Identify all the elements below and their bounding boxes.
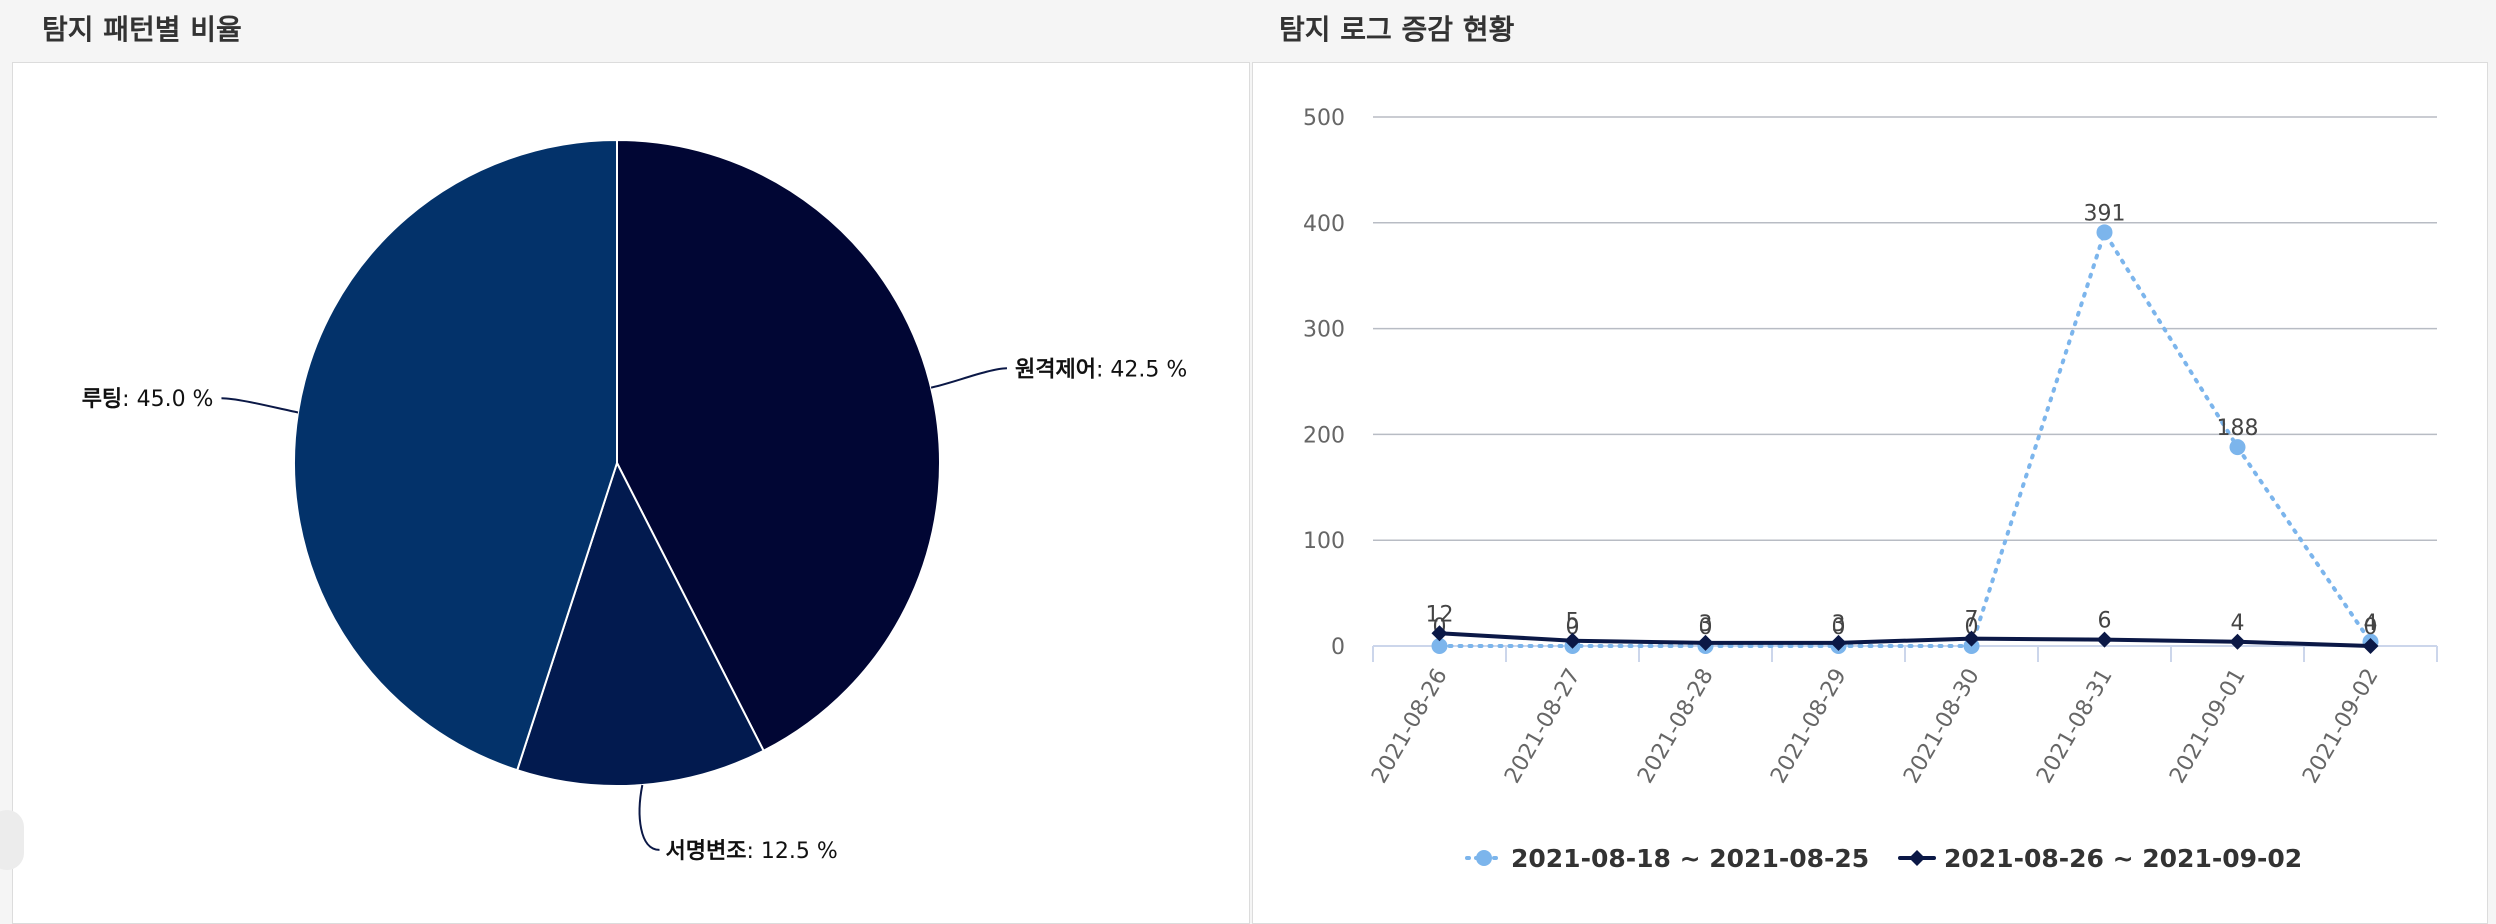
pie-label-value: : 12.5 %	[746, 839, 837, 864]
data-point[interactable]	[1697, 634, 1714, 651]
legend-item[interactable]: 2021-08-18 ~ 2021-08-25	[1511, 844, 1869, 873]
series-line	[1437, 631, 2373, 648]
data-label: 391	[2084, 201, 2126, 226]
y-tick-label: 300	[1303, 318, 1345, 343]
pie-panel-title: 탐지 패턴별 비율	[42, 13, 242, 46]
data-label: 0	[1832, 615, 1846, 640]
pie-chart: 원격제어: 42.5 % 서명변조: 12.5 % 루팅: 45.0 %	[82, 138, 1187, 864]
data-point[interactable]	[2096, 631, 2113, 648]
pie-leader-line	[638, 784, 660, 851]
y-tick-label: 400	[1303, 212, 1345, 237]
data-label: 4	[2364, 611, 2378, 636]
data-point[interactable]	[2229, 633, 2246, 650]
x-tick-label: 2021-08-28	[1633, 665, 1719, 788]
data-point[interactable]	[1431, 638, 1448, 654]
x-tick-label: 2021-09-02	[2298, 665, 2384, 788]
x-tick-label: 2021-09-01	[2165, 665, 2251, 788]
data-point[interactable]	[2362, 638, 2379, 654]
line-panel-title: 탐지 로그 증감 현황	[1279, 13, 1515, 46]
data-label: 188	[2217, 416, 2259, 441]
pie-label-value: : 45.0 %	[122, 387, 213, 412]
pie-chart-panel: 원격제어: 42.5 % 서명변조: 12.5 % 루팅: 45.0 %	[12, 62, 1250, 924]
data-point[interactable]	[1963, 630, 1980, 647]
y-tick-label: 0	[1331, 635, 1345, 660]
y-tick-label: 100	[1303, 529, 1345, 554]
data-label: 3	[1832, 612, 1846, 637]
data-label: 0	[1699, 615, 1713, 640]
data-point[interactable]	[1431, 625, 1448, 642]
legend-marker	[1476, 850, 1492, 866]
pie-label: 원격제어: 42.5 %	[1015, 357, 1187, 382]
pie-label: 서명변조: 12.5 %	[665, 839, 837, 864]
pie-slice[interactable]	[616, 138, 941, 753]
pie-leader-line	[930, 367, 1008, 389]
data-point[interactable]	[2229, 439, 2246, 456]
data-point[interactable]	[1564, 632, 1581, 649]
pie-leader-line	[221, 397, 299, 414]
data-label: 5	[1566, 610, 1580, 635]
data-label: 4	[2231, 611, 2245, 636]
x-tick-label: 2021-08-27	[1500, 665, 1586, 788]
line-chart-panel: 0 100 200 300 400 500 2021-08-26 2021-08-27 2021…	[1252, 62, 2488, 924]
data-label: 12	[1426, 602, 1454, 627]
data-label: 0	[2364, 615, 2378, 640]
x-tick-label: 2021-08-30	[1899, 665, 1985, 788]
y-tick-label: 500	[1303, 106, 1345, 131]
x-tick-label: 2021-08-29	[1766, 665, 1852, 788]
legend-item[interactable]: 2021-08-26 ~ 2021-09-02	[1944, 844, 2302, 873]
data-label: 0	[1965, 615, 1979, 640]
pie-slice[interactable]	[293, 138, 618, 772]
y-tick-label: 200	[1303, 423, 1345, 448]
pie-label-name: 루팅	[82, 387, 122, 412]
data-label: 7	[1965, 608, 1979, 633]
x-tick-label: 2021-08-26	[1367, 665, 1453, 788]
data-label: 6	[2098, 609, 2112, 634]
data-label: 3	[1699, 612, 1713, 637]
pie-label-value: : 42.5 %	[1096, 357, 1187, 382]
data-point[interactable]	[1830, 634, 1847, 651]
data-label: 0	[1566, 615, 1580, 640]
pie-slice[interactable]	[515, 460, 765, 787]
legend-marker	[1909, 850, 1925, 866]
x-tick-label: 2021-08-31	[2032, 665, 2118, 788]
pie-label-name: 서명변조	[665, 839, 746, 864]
side-scroll-handle[interactable]	[0, 810, 24, 870]
pie-label: 루팅: 45.0 %	[82, 387, 214, 412]
pie-label-name: 원격제어	[1015, 357, 1096, 382]
data-point[interactable]	[2096, 224, 2113, 241]
